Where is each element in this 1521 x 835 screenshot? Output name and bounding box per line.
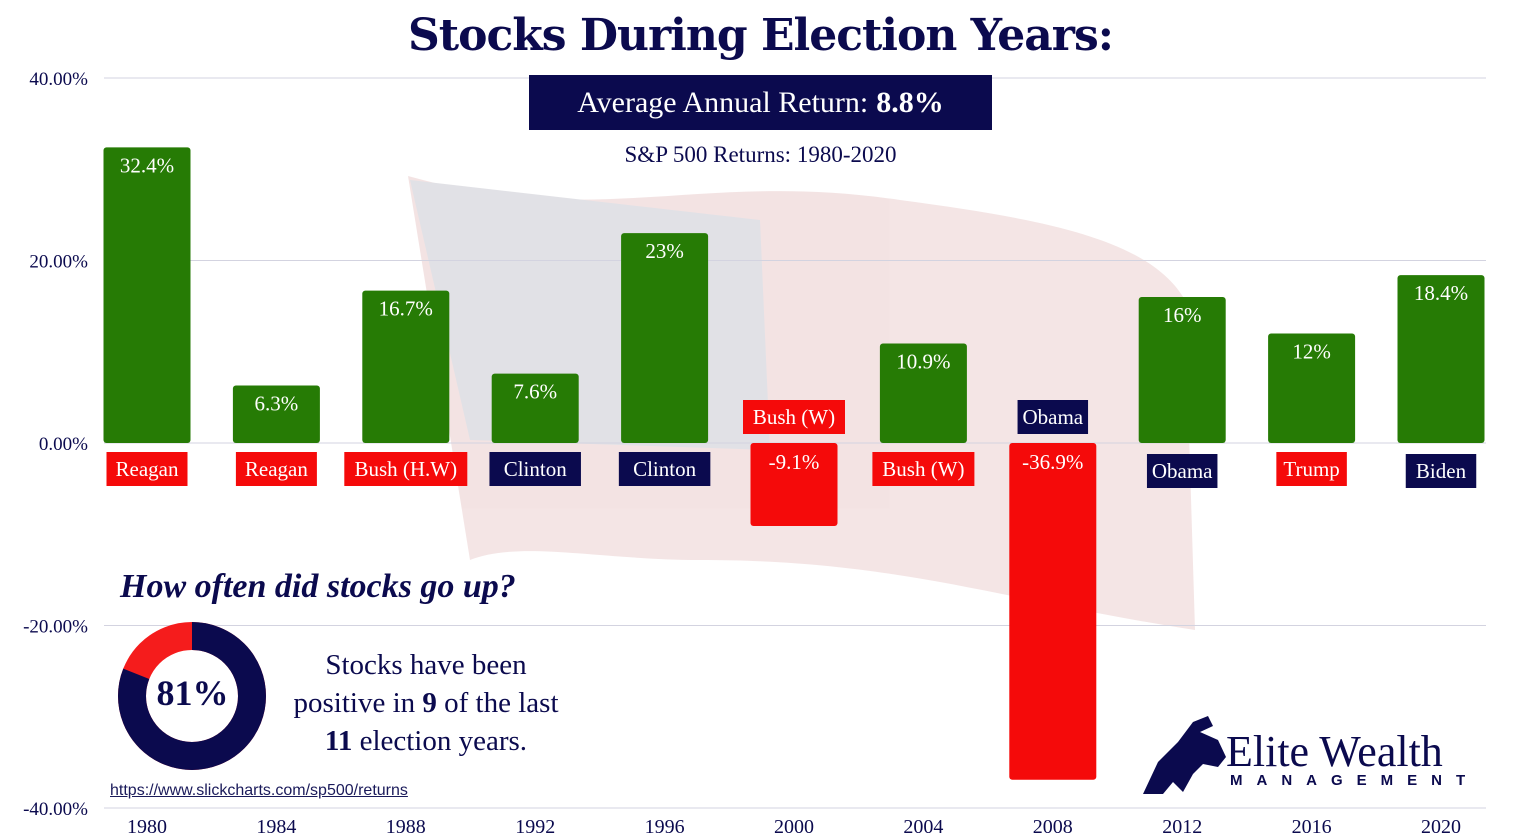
president-label: Bush (W): [882, 457, 964, 481]
president-label-box: [1017, 400, 1089, 434]
source-link[interactable]: https://www.slickcharts.com/sp500/return…: [110, 782, 408, 799]
x-tick-label: 2000: [774, 816, 814, 835]
data-label-2000: -9.1%: [769, 450, 820, 474]
president-label-box: [872, 452, 975, 486]
bar-1992: [491, 373, 579, 443]
president-label: Reagan: [116, 457, 179, 481]
logo-name: Elite Wealth: [1226, 727, 1443, 776]
average-return-box: Average Annual Return: 8.8%: [529, 75, 992, 130]
president-label: Trump: [1283, 457, 1339, 481]
president-label: Biden: [1416, 459, 1467, 483]
president-label-box: [618, 452, 711, 486]
x-tick-label: 1992: [515, 816, 555, 835]
average-return-value: 8.8%: [876, 85, 944, 119]
donut-description: Stocks have been positive in 9 of the la…: [293, 649, 559, 757]
bull-icon: [1143, 716, 1226, 794]
x-tick-label: 1996: [645, 816, 685, 835]
president-label-box: [1276, 452, 1347, 486]
y-tick-label: 20.00%: [29, 252, 88, 273]
data-label-2004: 10.9%: [896, 350, 950, 374]
data-label-2008: -36.9%: [1022, 450, 1083, 474]
y-tick-label: -20.00%: [23, 617, 88, 638]
president-label: Reagan: [245, 457, 308, 481]
data-label-1988: 16.7%: [379, 297, 433, 321]
donut-percent: 81%: [156, 673, 229, 713]
bar-1984: [232, 385, 320, 443]
bar-2020: [1397, 275, 1485, 443]
president-label-box: [1146, 454, 1218, 488]
x-tick-label: 1984: [256, 816, 296, 835]
logo-tagline: MANAGEMENT: [1230, 772, 1480, 789]
elite-wealth-logo: Elite Wealth MANAGEMENT: [1138, 712, 1488, 797]
president-label: Bush (H.W): [354, 457, 457, 481]
data-label-1984: 6.3%: [255, 392, 299, 416]
president-label-box: [743, 400, 845, 434]
bar-1996: [621, 233, 709, 443]
president-label: Clinton: [633, 457, 697, 481]
bar-1980: [103, 147, 191, 443]
bar-1988: [362, 290, 450, 443]
x-tick-label: 1988: [386, 816, 426, 835]
president-label: Clinton: [504, 457, 568, 481]
data-label-2016: 12%: [1292, 340, 1331, 364]
president-label-box: [344, 452, 468, 486]
flag-canton: [410, 180, 770, 450]
president-label: Bush (W): [753, 405, 835, 429]
president-label-box: [106, 452, 188, 486]
bar-2008: [1009, 443, 1097, 780]
average-return-label: Average Annual Return:: [577, 85, 869, 119]
president-label-box: [489, 452, 581, 486]
y-tick-label: 0.00%: [39, 434, 88, 455]
bar-2016: [1268, 333, 1356, 443]
x-tick-label: 2008: [1033, 816, 1073, 835]
data-label-1992: 7.6%: [513, 380, 557, 404]
bar-2000: [750, 443, 838, 527]
president-label: Obama: [1022, 405, 1083, 429]
x-tick-label: 2004: [903, 816, 943, 835]
data-label-2020: 18.4%: [1414, 281, 1468, 305]
data-label-1996: 23%: [645, 239, 684, 263]
data-label-1980: 32.4%: [120, 153, 174, 177]
y-tick-label: 40.00%: [29, 69, 88, 90]
x-tick-label: 2020: [1421, 816, 1461, 835]
x-tick-label: 1980: [127, 816, 167, 835]
x-tick-label: 2016: [1292, 816, 1332, 835]
x-tick-label: 2012: [1162, 816, 1202, 835]
president-label: Obama: [1152, 459, 1213, 483]
bar-2004: [879, 343, 967, 443]
president-label-box: [1405, 454, 1477, 488]
donut-question: How often did stocks go up?: [120, 568, 516, 605]
y-tick-label: -40.00%: [23, 799, 88, 820]
bar-2012: [1138, 297, 1226, 443]
chart-title: Stocks During Election Years:: [408, 10, 1114, 61]
president-label-box: [235, 452, 317, 486]
chart-subtitle: S&P 500 Returns: 1980-2020: [624, 142, 897, 167]
data-label-2012: 16%: [1163, 303, 1202, 327]
